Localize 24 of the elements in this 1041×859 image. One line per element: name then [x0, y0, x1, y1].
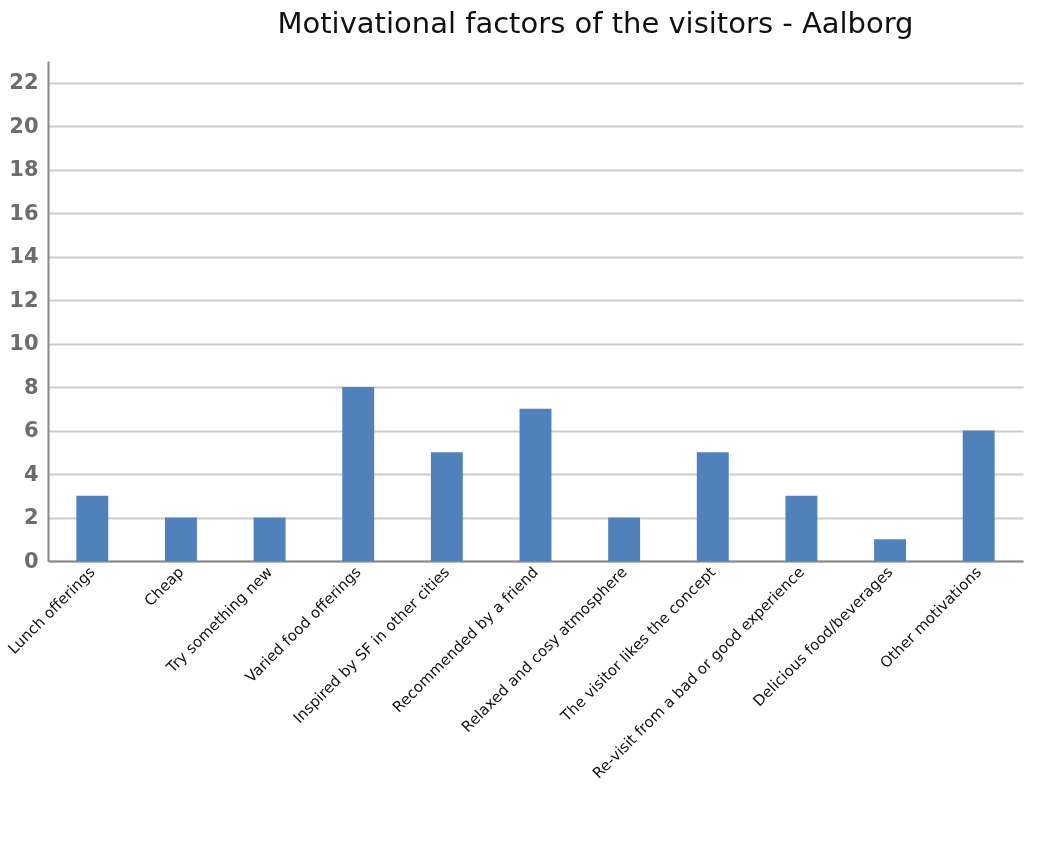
- y-tick-label: 22: [9, 70, 39, 95]
- bar: [165, 517, 197, 561]
- y-tick-label: 6: [23, 418, 39, 443]
- bar: [519, 408, 552, 561]
- bar: [962, 430, 995, 561]
- y-tick-label: 18: [9, 157, 39, 182]
- y-tick-label: 14: [9, 244, 39, 269]
- y-tick-label: 0: [23, 548, 39, 573]
- bar: [253, 517, 286, 561]
- y-tick-label: 2: [23, 505, 39, 530]
- y-tick-label: 4: [23, 461, 39, 486]
- bar: [785, 495, 818, 561]
- bar: [696, 452, 729, 561]
- y-tick-label: 8: [23, 374, 39, 399]
- bar: [608, 517, 641, 561]
- y-tick-label: 20: [9, 113, 39, 138]
- y-tick-label: 10: [9, 331, 39, 356]
- chart-title: Motivational factors of the visitors - Aalborg: [277, 6, 914, 40]
- bar: [76, 495, 109, 561]
- y-tick-label: 12: [9, 287, 39, 312]
- bar: [342, 387, 375, 561]
- y-tick-label: 16: [9, 200, 39, 225]
- bar: [874, 539, 906, 561]
- bar: [430, 452, 463, 561]
